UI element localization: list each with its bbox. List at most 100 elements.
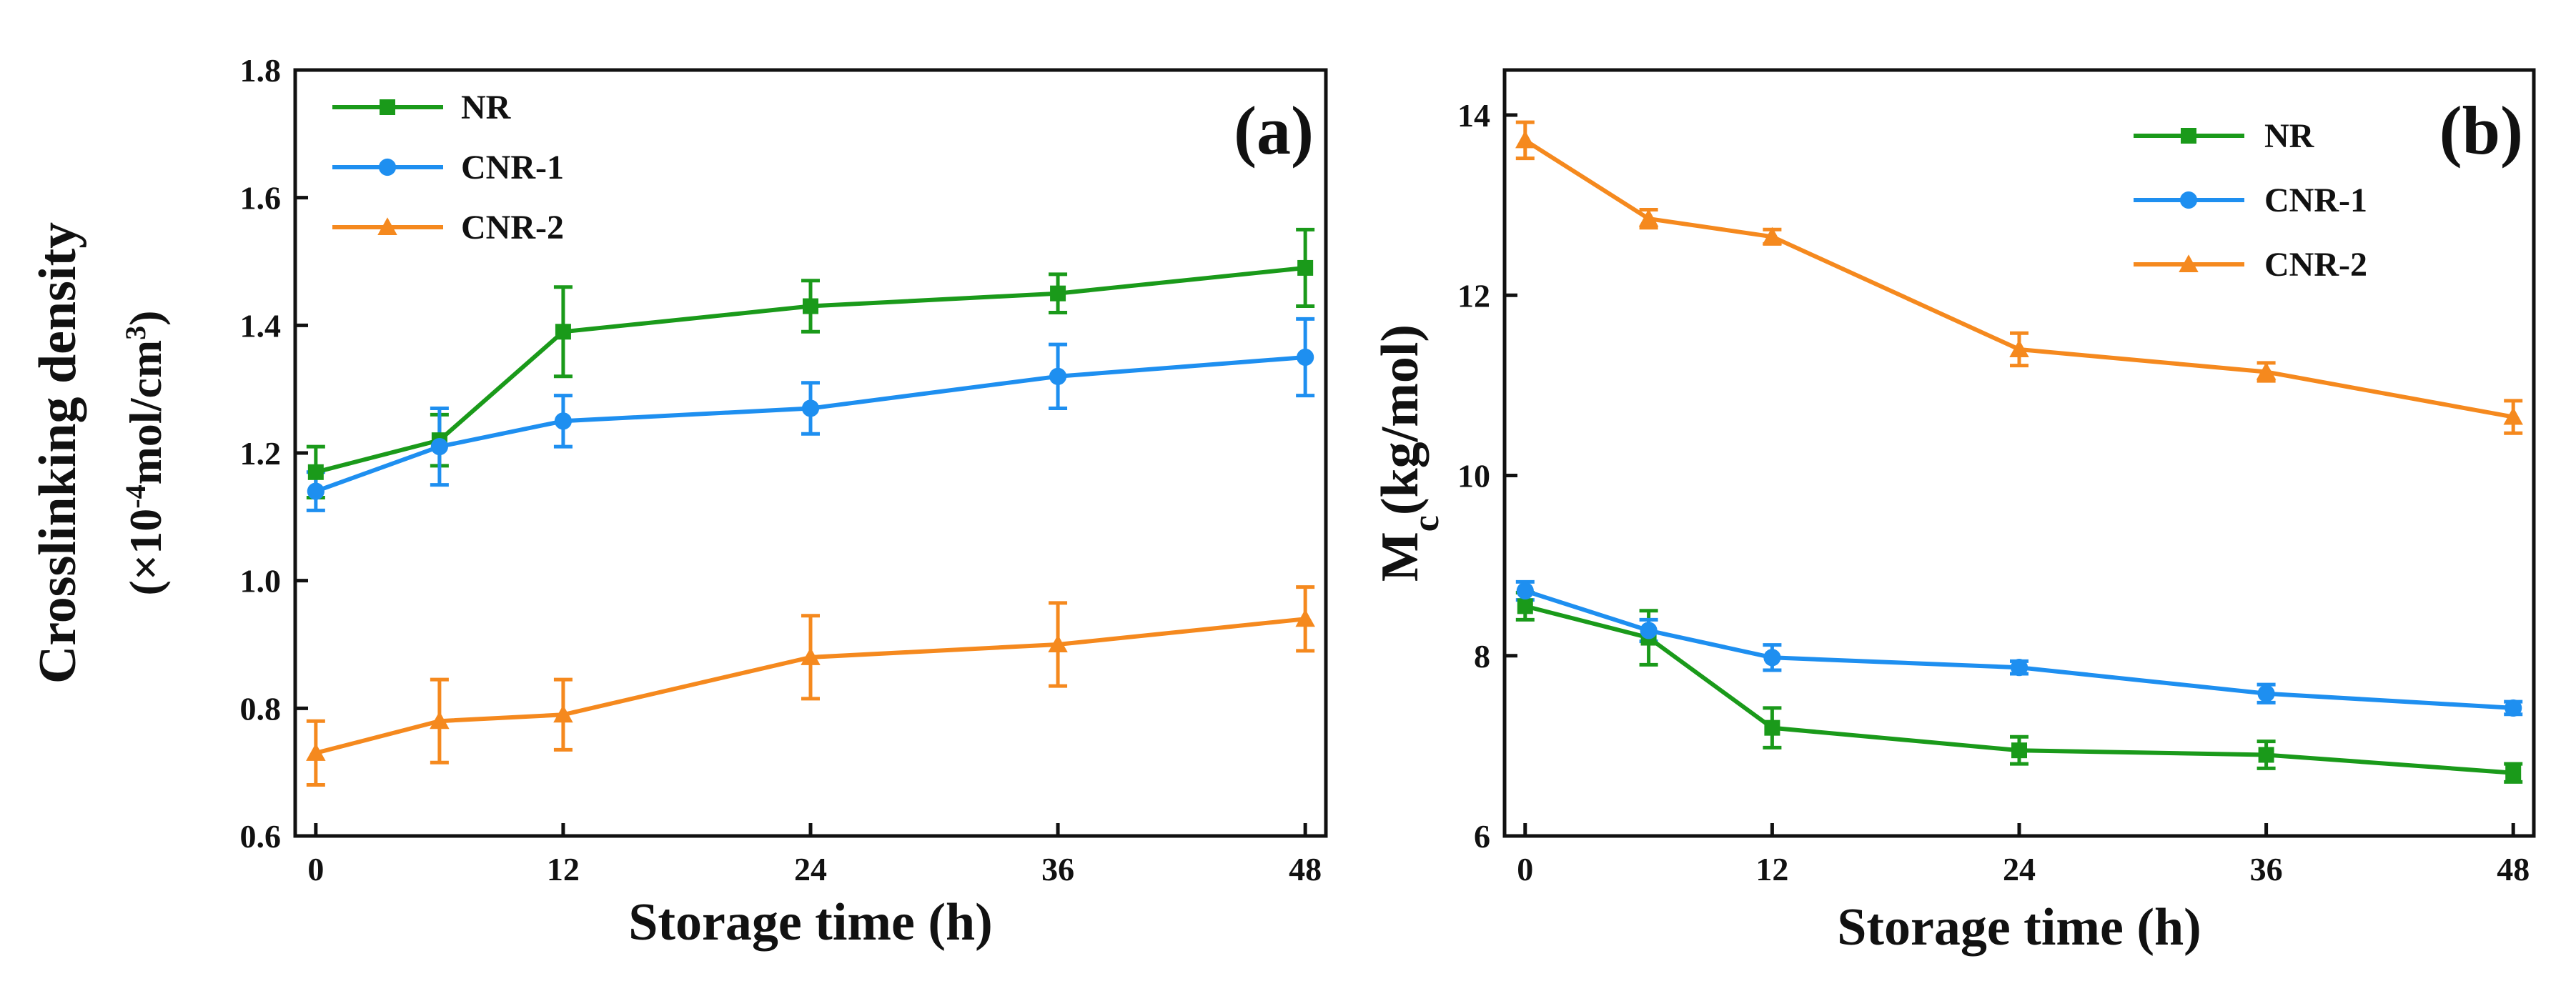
series-line [315, 265, 1306, 474]
legend-item: NR [2134, 117, 2315, 155]
data-point [307, 464, 324, 480]
data-point [1763, 649, 1781, 667]
data-point [1638, 209, 1659, 227]
y-tick-label: 6 [1474, 818, 1490, 855]
ylabel-subscript: c [1406, 515, 1447, 532]
x-tick-label: 24 [794, 851, 827, 887]
data-point [1295, 609, 1315, 627]
data-point [2505, 699, 2522, 717]
data-point [1762, 226, 1783, 245]
data-point [1050, 285, 1066, 302]
data-point [2256, 362, 2277, 380]
legend-item: CNR-2 [2134, 246, 2367, 284]
plot-frame [1502, 68, 2536, 838]
ylabel-suffix: ) [120, 310, 171, 325]
data-point [2257, 684, 2275, 702]
y-axis-title: Mc(kg/mol) [1371, 324, 1447, 582]
y-tick-label: 14 [1457, 97, 1490, 134]
data-point [307, 482, 325, 500]
series-line [1524, 138, 2514, 419]
panel-label: (b) [2439, 92, 2523, 169]
series-markers [306, 259, 1315, 761]
legend-label: NR [2264, 117, 2315, 155]
plot-frame [293, 68, 1328, 838]
data-point [306, 743, 326, 761]
legend-marker [377, 217, 397, 235]
ylabel-unit: mol/cm [120, 340, 171, 485]
ylabel-exponent-2: 3 [119, 326, 152, 340]
x-tick-label: 0 [307, 851, 324, 887]
x-tick-label: 36 [2250, 851, 2283, 887]
y-tick-label: 12 [1457, 277, 1490, 314]
y-tick-label: 8 [1474, 638, 1490, 674]
y-axis-title: Crosslinking density (×10-4mol/cm3) [29, 222, 171, 684]
data-point [2505, 765, 2522, 781]
data-point [555, 324, 571, 340]
axis-ticks: 0 12 24 36 48 6 8 10 12 14 [1457, 97, 2530, 887]
legend-marker [2179, 191, 2198, 209]
ylabel-prefix: (×10 [120, 509, 171, 596]
y-tick-label: 1.6 [240, 180, 282, 216]
y-tick-label: 10 [1457, 458, 1490, 494]
y-tick-label: 0.8 [240, 690, 282, 727]
legend-marker [380, 99, 395, 115]
data-point [2011, 742, 2027, 759]
y-axis-title-line1: Crosslinking density [29, 222, 87, 684]
data-point [554, 412, 573, 430]
legend-label: CNR-2 [2264, 246, 2367, 284]
y-axis-title-text: Mc(kg/mol) [1371, 324, 1447, 582]
data-point [2503, 407, 2523, 425]
x-axis-title: Storage time (h) [628, 893, 993, 952]
y-tick-label: 1.2 [240, 435, 282, 472]
data-point [1297, 259, 1314, 276]
x-tick-label: 36 [1041, 851, 1074, 887]
data-point [1516, 582, 1534, 600]
series-line [315, 617, 1306, 755]
series-markers [1515, 130, 2523, 781]
legend-item: CNR-1 [332, 149, 564, 186]
legend: NR CNR-1 CNR-2 [2134, 117, 2367, 284]
series-lines [1524, 138, 2514, 775]
legend-label: CNR-2 [461, 209, 564, 247]
legend-label: NR [461, 89, 512, 126]
legend-item: CNR-1 [2134, 181, 2367, 219]
ylabel-exponent: -4 [119, 484, 152, 508]
data-point [2009, 339, 2029, 357]
series-line [314, 355, 1306, 494]
legend-marker [2179, 254, 2199, 272]
data-point [553, 704, 573, 723]
x-tick-label: 12 [547, 851, 580, 887]
series-line [1525, 604, 2514, 775]
legend-marker [2181, 128, 2196, 144]
data-point [801, 399, 820, 417]
data-point [2010, 659, 2028, 677]
data-point [803, 298, 818, 314]
series-line [1524, 589, 2514, 710]
ylabel-main: M [1371, 532, 1430, 582]
data-point [801, 647, 821, 665]
x-axis-title: Storage time (h) [1837, 898, 2201, 957]
series-lines [314, 265, 1306, 755]
y-tick-label: 1.4 [240, 307, 282, 344]
legend-label: CNR-1 [461, 149, 564, 186]
y-tick-label: 1.8 [240, 52, 282, 89]
data-point [1517, 598, 1533, 614]
chart-panel-a: 0 12 24 36 48 0.6 0.8 1.0 1.2 1.4 1.6 1.8 NR CNR-1 CN… [29, 52, 1328, 952]
data-point [1049, 367, 1067, 385]
legend-marker [378, 158, 397, 176]
x-tick-label: 0 [1517, 851, 1533, 887]
data-point [1048, 634, 1068, 652]
y-tick-label: 0.6 [240, 818, 282, 855]
axis-ticks: 0 12 24 36 48 0.6 0.8 1.0 1.2 1.4 1.6 1.8 [240, 52, 1322, 887]
ylabel-unit: (kg/mol) [1371, 324, 1430, 515]
y-tick-label: 1.0 [240, 563, 282, 599]
legend: NR CNR-1 CNR-2 [332, 89, 564, 247]
legend-item: CNR-2 [332, 209, 564, 247]
panel-label: (a) [1234, 92, 1314, 169]
data-point [430, 711, 450, 729]
data-point [430, 437, 448, 456]
data-point [1640, 622, 1658, 639]
legend-item: NR [332, 89, 512, 126]
legend-label: CNR-1 [2264, 181, 2367, 219]
